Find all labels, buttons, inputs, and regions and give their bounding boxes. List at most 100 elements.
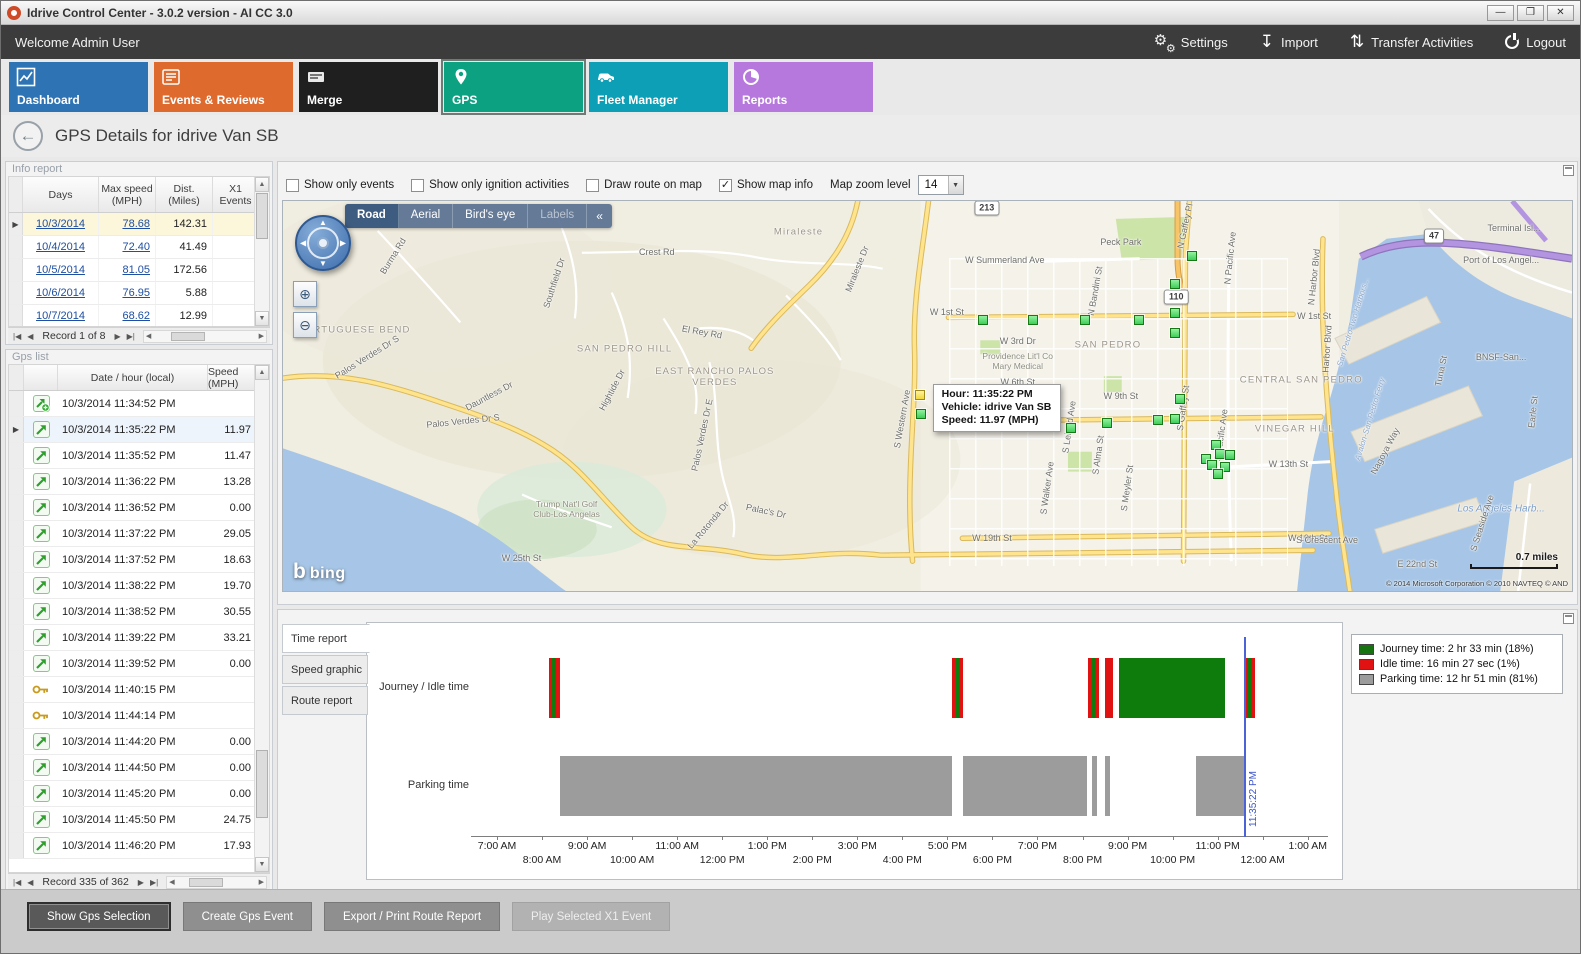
gps-list-row[interactable]: 10/3/2014 11:46:20 PM 17.93 — [9, 833, 254, 859]
info-column-header[interactable]: Max speed (MPH) — [99, 177, 156, 212]
play-selected-x1-event-button[interactable]: Play Selected X1 Event — [512, 902, 671, 931]
gps-list-row[interactable]: ▶ 10/3/2014 11:35:22 PM 11.97 — [9, 417, 254, 443]
icon-column-header[interactable] — [24, 365, 58, 390]
export-print-route-report-button[interactable]: Export / Print Route Report — [323, 902, 501, 931]
gps-list-row[interactable]: 10/3/2014 11:39:22 PM 33.21 — [9, 625, 254, 651]
gps-point-marker[interactable] — [1028, 314, 1039, 325]
gps-point-marker[interactable] — [1175, 394, 1186, 405]
scrollbar-thumb[interactable] — [256, 750, 268, 819]
scroll-down-button[interactable]: ▼ — [255, 857, 269, 872]
pan-right-arrow-icon[interactable]: ▶ — [339, 238, 346, 248]
settings-button[interactable]: ⚙ ⚙ Settings — [1154, 32, 1228, 55]
gps-list-row[interactable]: 10/3/2014 11:37:52 PM 18.63 — [9, 547, 254, 573]
scroll-up-button[interactable]: ▲ — [255, 177, 269, 192]
record-last-button[interactable]: ▶| — [149, 877, 159, 887]
map-option-show-only-ignition-activities[interactable]: Show only ignition activities — [411, 178, 569, 192]
transfer-activities-button[interactable]: ⇅ Transfer Activities — [1350, 33, 1473, 50]
compass-center-dot[interactable] — [317, 237, 329, 249]
gps-list-scrollbar[interactable]: ▲ ▼ — [254, 365, 269, 872]
gps-point-marker[interactable] — [1133, 315, 1144, 326]
gps-point-marker[interactable] — [1212, 468, 1223, 479]
gps-list-row[interactable]: 10/3/2014 11:40:15 PM — [9, 677, 254, 703]
gps-point-marker[interactable] — [1153, 414, 1164, 425]
day-link[interactable]: 10/6/2014 — [23, 282, 99, 304]
max-speed-link[interactable]: 78.68 — [99, 213, 156, 235]
map-view-tab-bird-s-eye[interactable]: Bird's eye — [453, 204, 529, 228]
horizontal-scrollbar[interactable]: ◀ ▶ — [142, 329, 267, 343]
chart-tab-time-report[interactable]: Time report — [282, 624, 370, 653]
gps-list-row[interactable]: 10/3/2014 11:39:52 PM 0.00 — [9, 651, 254, 677]
day-link[interactable]: 10/7/2014 — [23, 305, 99, 326]
selected-gps-point-marker[interactable] — [914, 390, 925, 401]
import-button[interactable]: ↧ Import — [1260, 33, 1318, 50]
zoom-in-button[interactable]: ⊕ — [293, 281, 317, 307]
day-link[interactable]: 10/5/2014 — [23, 259, 99, 281]
record-next-button[interactable]: ▶ — [114, 331, 121, 341]
pan-down-arrow-icon[interactable]: ▼ — [319, 259, 327, 268]
day-link[interactable]: 10/3/2014 — [23, 213, 99, 235]
gps-point-marker[interactable] — [1101, 417, 1112, 428]
map-view-tab-labels[interactable]: Labels — [528, 204, 588, 228]
gps-point-marker[interactable] — [916, 408, 927, 419]
gps-list-row[interactable]: 10/3/2014 11:35:52 PM 11.47 — [9, 443, 254, 469]
map-option-show-map-info[interactable]: ✓ Show map info — [718, 178, 813, 192]
chart-tab-speed-graphic[interactable]: Speed graphic — [282, 655, 368, 684]
close-button[interactable]: ✕ — [1547, 4, 1574, 21]
nav-tile-events-reviews[interactable]: Events & Reviews — [154, 62, 293, 112]
scrollbar-thumb[interactable] — [256, 193, 268, 239]
nav-tile-merge[interactable]: Merge — [299, 62, 438, 112]
info-column-header[interactable]: Days — [23, 177, 99, 212]
scrollbar-thumb[interactable] — [188, 877, 223, 887]
gps-point-marker[interactable] — [1225, 449, 1236, 460]
scroll-down-button[interactable]: ▼ — [255, 311, 269, 326]
speed-column-header[interactable]: Speed (MPH) — [208, 365, 239, 390]
horizontal-scrollbar[interactable]: ◀ ▶ — [166, 875, 267, 889]
gps-point-marker[interactable] — [1186, 250, 1197, 261]
gps-list-row[interactable]: 10/3/2014 11:34:52 PM — [9, 391, 254, 417]
info-column-header[interactable]: X1 Events — [219, 182, 252, 207]
max-speed-link[interactable]: 68.62 — [99, 305, 156, 326]
map-view-tab-aerial[interactable]: Aerial — [399, 204, 454, 228]
record-prev-button[interactable]: ◀ — [27, 877, 34, 887]
create-gps-event-button[interactable]: Create Gps Event — [182, 902, 312, 931]
gps-list-row[interactable]: 10/3/2014 11:36:22 PM 13.28 — [9, 469, 254, 495]
pan-left-arrow-icon[interactable]: ◀ — [300, 238, 307, 248]
scroll-right-button[interactable]: ▶ — [258, 333, 264, 340]
gps-list-row[interactable]: 10/3/2014 11:45:50 PM 24.75 — [9, 807, 254, 833]
map-zoom-select[interactable]: 14 ▼ — [917, 175, 964, 195]
scrollbar-thumb[interactable] — [170, 331, 205, 341]
info-report-row[interactable]: 10/5/2014 81.05 172.56 — [9, 259, 254, 282]
record-first-button[interactable]: |◀ — [13, 331, 22, 341]
gps-point-marker[interactable] — [1215, 448, 1226, 459]
scroll-left-button[interactable]: ◀ — [145, 333, 152, 340]
scroll-left-button[interactable]: ◀ — [169, 879, 175, 886]
maximize-button[interactable]: ❐ — [1517, 4, 1544, 21]
scroll-right-button[interactable]: ▶ — [258, 879, 264, 886]
gps-point-marker[interactable] — [1169, 307, 1180, 318]
zoom-out-button[interactable]: ⊖ — [293, 312, 317, 338]
gps-list-row[interactable]: 10/3/2014 11:45:20 PM 0.00 — [9, 781, 254, 807]
map-option-show-only-events[interactable]: Show only events — [286, 178, 394, 192]
gps-list-row[interactable]: 10/3/2014 11:44:14 PM — [9, 703, 254, 729]
info-column-header[interactable]: Dist. (Miles) — [156, 177, 213, 212]
record-last-button[interactable]: ▶| — [126, 331, 135, 341]
expand-panel-icon[interactable] — [1563, 613, 1574, 624]
expand-panel-icon[interactable] — [1563, 165, 1574, 176]
chart-tab-route-report[interactable]: Route report — [282, 686, 368, 715]
info-report-row[interactable]: ▶ 10/3/2014 78.68 142.31 — [9, 213, 254, 236]
gps-list-row[interactable]: 10/3/2014 11:38:22 PM 19.70 — [9, 573, 254, 599]
day-link[interactable]: 10/4/2014 — [23, 236, 99, 258]
info-report-row[interactable]: 10/7/2014 68.62 12.99 — [9, 305, 254, 326]
show-gps-selection-button[interactable]: Show Gps Selection — [27, 902, 171, 931]
checkbox-checked-icon[interactable]: ✓ — [718, 178, 732, 192]
gps-point-marker[interactable] — [1169, 278, 1180, 289]
map-tabs-collapse-button[interactable]: « — [596, 209, 603, 223]
gps-list-row[interactable]: 10/3/2014 11:36:52 PM 0.00 — [9, 495, 254, 521]
gps-point-marker[interactable] — [1079, 315, 1090, 326]
minimize-button[interactable]: — — [1487, 4, 1514, 21]
pan-up-arrow-icon[interactable]: ▲ — [319, 218, 327, 227]
max-speed-link[interactable]: 81.05 — [99, 259, 156, 281]
info-report-row[interactable]: 10/4/2014 72.40 41.49 — [9, 236, 254, 259]
record-prev-button[interactable]: ◀ — [27, 331, 34, 341]
gps-point-marker[interactable] — [1169, 414, 1180, 424]
